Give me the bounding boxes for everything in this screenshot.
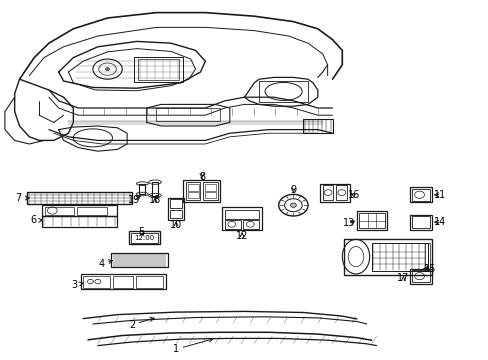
Bar: [81, 274, 166, 289]
Text: 13: 13: [342, 218, 355, 228]
Bar: [169, 199, 182, 208]
Bar: [183, 180, 220, 202]
Bar: [136, 276, 163, 288]
Text: 19: 19: [128, 195, 141, 205]
Bar: [41, 205, 117, 216]
Text: 7: 7: [16, 193, 29, 203]
Bar: [411, 270, 429, 282]
Bar: [322, 185, 333, 200]
Bar: [371, 243, 427, 271]
Text: 16: 16: [347, 190, 360, 200]
Ellipse shape: [290, 203, 296, 207]
Text: 3: 3: [71, 280, 83, 290]
Text: 1: 1: [173, 338, 212, 354]
Bar: [222, 207, 261, 230]
Bar: [156, 108, 220, 121]
Bar: [27, 192, 132, 204]
Text: 17: 17: [396, 273, 409, 283]
Bar: [411, 189, 429, 201]
Text: 18: 18: [148, 195, 161, 205]
Bar: [203, 182, 217, 200]
Bar: [409, 215, 431, 230]
Bar: [45, 207, 74, 215]
Bar: [425, 243, 429, 271]
Text: 12:00: 12:00: [134, 235, 154, 240]
Bar: [343, 239, 431, 275]
Text: 12: 12: [235, 231, 248, 241]
Bar: [167, 198, 184, 220]
Bar: [336, 185, 346, 200]
Bar: [204, 184, 215, 191]
Text: 5: 5: [139, 227, 144, 237]
Bar: [128, 231, 160, 244]
Bar: [409, 269, 431, 284]
Bar: [359, 213, 384, 228]
Text: 4: 4: [99, 258, 112, 269]
Text: 11: 11: [433, 190, 446, 200]
Bar: [138, 59, 179, 80]
Bar: [204, 192, 215, 198]
Ellipse shape: [105, 68, 109, 71]
Bar: [111, 253, 167, 267]
Bar: [139, 184, 145, 194]
Bar: [151, 182, 158, 196]
Bar: [130, 233, 158, 243]
Bar: [41, 216, 117, 227]
Text: 9: 9: [290, 185, 296, 195]
Bar: [303, 119, 332, 133]
Bar: [224, 210, 258, 219]
Bar: [187, 184, 198, 191]
Text: 14: 14: [433, 217, 446, 227]
Text: 2: 2: [129, 318, 154, 330]
Bar: [169, 210, 182, 218]
Bar: [185, 182, 200, 200]
Bar: [356, 211, 386, 230]
Bar: [187, 192, 198, 198]
Bar: [243, 220, 258, 229]
Bar: [259, 81, 307, 102]
Text: 8: 8: [199, 172, 204, 182]
Bar: [113, 276, 133, 288]
Bar: [224, 220, 240, 229]
Bar: [77, 207, 106, 215]
Bar: [83, 276, 110, 288]
Text: 15: 15: [423, 264, 436, 274]
Bar: [409, 187, 431, 202]
Text: 6: 6: [30, 215, 42, 225]
Bar: [320, 184, 349, 202]
Bar: [411, 216, 429, 228]
Bar: [134, 57, 183, 82]
Text: 10: 10: [169, 220, 182, 230]
